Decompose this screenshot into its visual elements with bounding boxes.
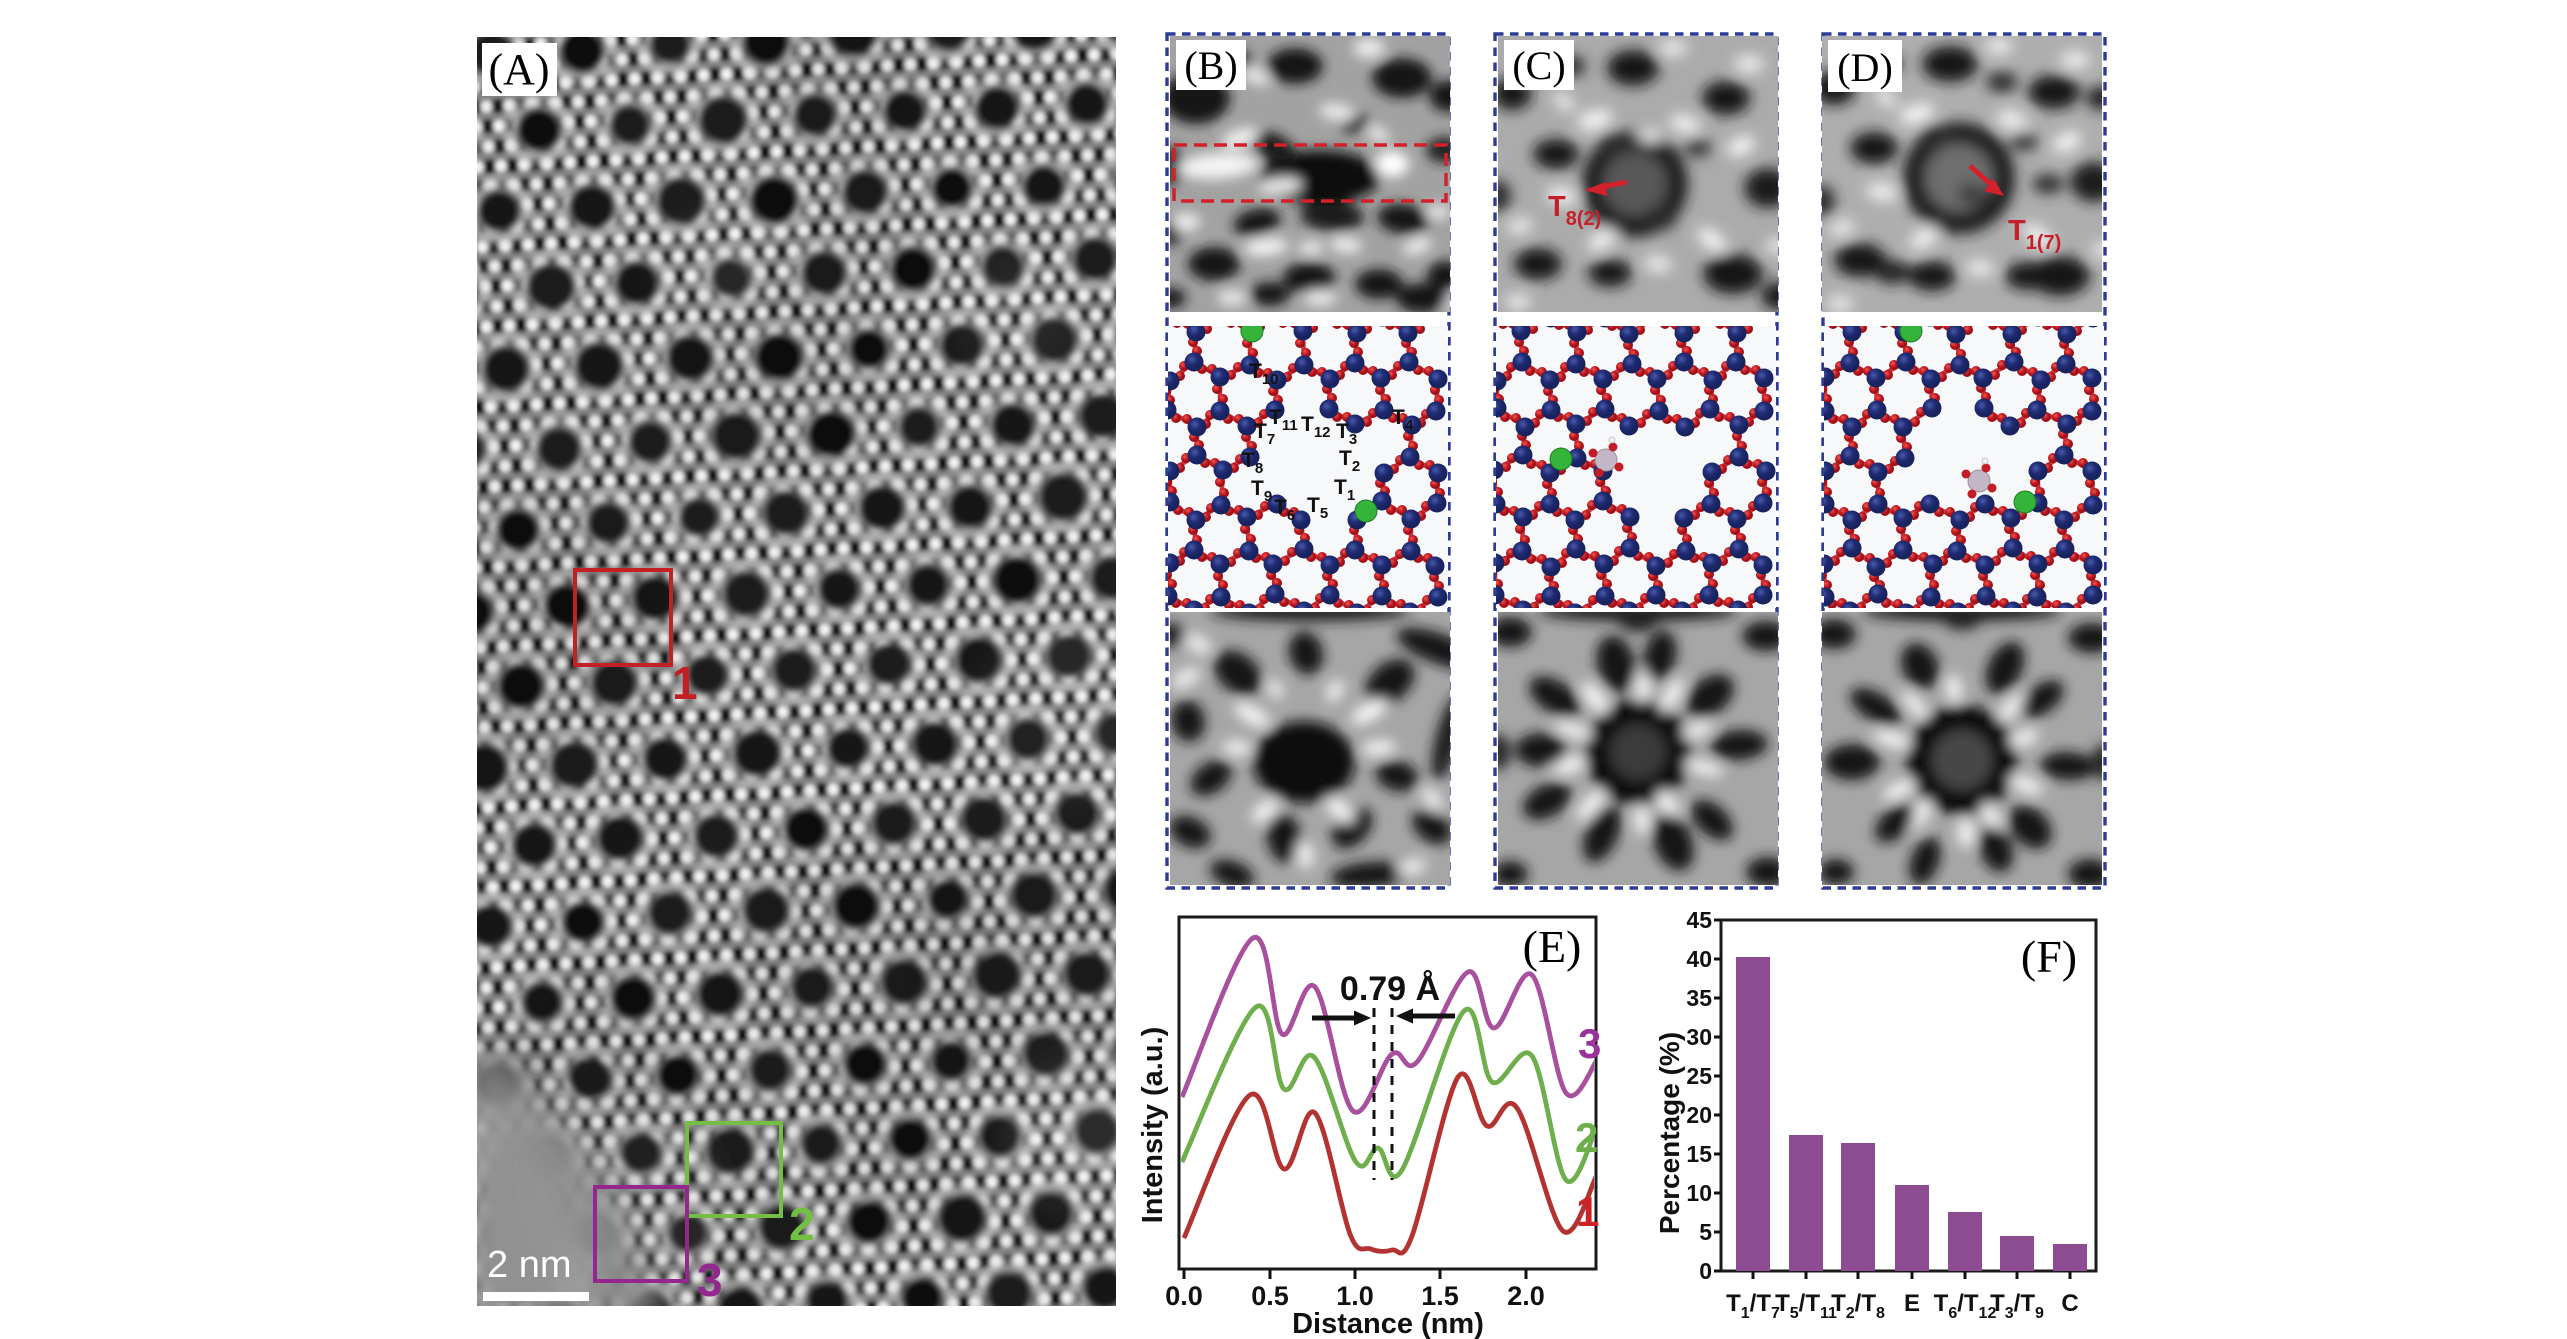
svg-text:10: 10	[1686, 1180, 1712, 1206]
svg-text:T10: T10	[1249, 360, 1279, 388]
svg-text:40: 40	[1686, 946, 1712, 972]
svg-text:2: 2	[1575, 1114, 1598, 1161]
svg-text:1: 1	[1576, 1188, 1599, 1235]
svg-text:25: 25	[1686, 1063, 1712, 1089]
svg-text:0.0: 0.0	[1165, 1281, 1203, 1311]
svg-text:(D): (D)	[1837, 45, 1893, 90]
svg-text:1.5: 1.5	[1421, 1281, 1459, 1311]
svg-text:(A): (A)	[488, 45, 549, 94]
svg-text:1: 1	[672, 657, 698, 709]
svg-text:Intensity (a.u.): Intensity (a.u.)	[1137, 1027, 1169, 1224]
svg-text:(C): (C)	[1512, 43, 1565, 88]
svg-text:Percentage (%): Percentage (%)	[1654, 1032, 1685, 1234]
svg-text:3: 3	[1578, 1020, 1601, 1067]
svg-text:(F): (F)	[2021, 931, 2077, 982]
svg-text:45: 45	[1686, 907, 1712, 933]
svg-text:5: 5	[1699, 1219, 1712, 1245]
svg-text:20: 20	[1686, 1102, 1712, 1128]
svg-text:0.79 Å: 0.79 Å	[1340, 970, 1440, 1008]
svg-text:1.0: 1.0	[1336, 1281, 1374, 1311]
svg-text:T2/T8: T2/T8	[1831, 1290, 1885, 1322]
svg-text:Distance (nm): Distance (nm)	[1292, 1308, 1484, 1339]
svg-text:E: E	[1904, 1290, 1920, 1317]
svg-text:3: 3	[697, 1254, 723, 1306]
svg-text:T6/T12: T6/T12	[1934, 1290, 1997, 1322]
svg-text:C: C	[2061, 1290, 2078, 1317]
svg-text:T1/T7: T1/T7	[1726, 1290, 1780, 1322]
svg-text:15: 15	[1686, 1141, 1712, 1167]
svg-text:2.0: 2.0	[1507, 1281, 1545, 1311]
svg-text:(B): (B)	[1184, 43, 1237, 88]
svg-text:0: 0	[1699, 1258, 1712, 1284]
svg-text:T3/T9: T3/T9	[1990, 1290, 2044, 1322]
svg-text:0.5: 0.5	[1251, 1281, 1289, 1311]
svg-text:(E): (E)	[1523, 921, 1582, 972]
svg-text:2: 2	[789, 1198, 815, 1250]
svg-text:T5/T11: T5/T11	[1775, 1290, 1837, 1322]
svg-text:35: 35	[1686, 985, 1712, 1011]
svg-text:2 nm: 2 nm	[487, 1244, 571, 1286]
svg-text:30: 30	[1686, 1024, 1712, 1050]
